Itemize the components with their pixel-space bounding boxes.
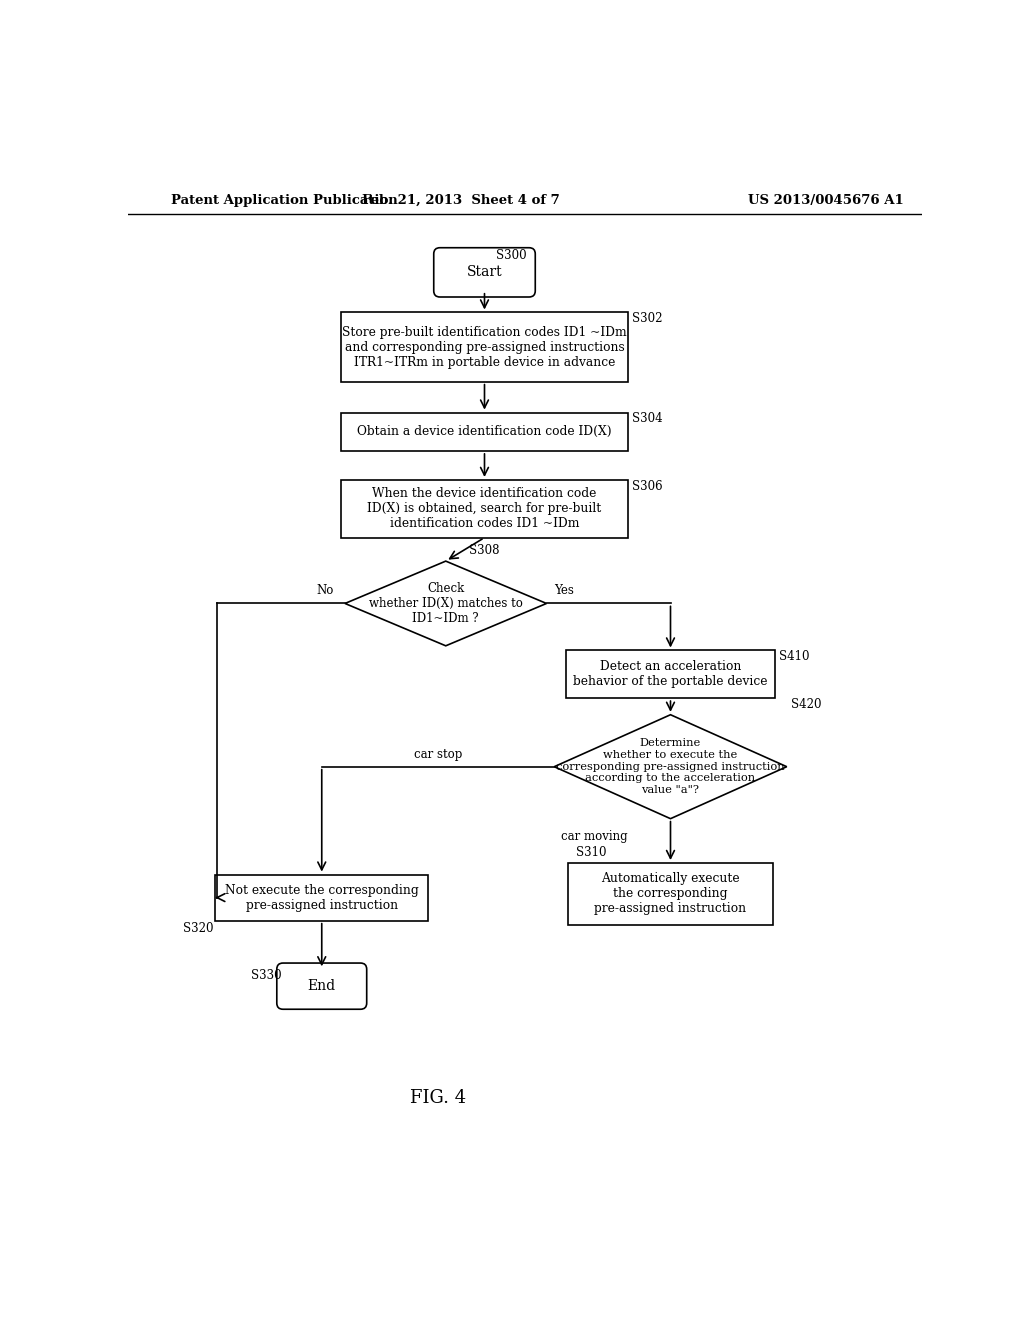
Text: Yes: Yes xyxy=(554,585,574,597)
Text: S330: S330 xyxy=(251,969,282,982)
Text: car moving: car moving xyxy=(561,830,628,843)
FancyBboxPatch shape xyxy=(276,964,367,1010)
FancyBboxPatch shape xyxy=(434,248,536,297)
Text: S300: S300 xyxy=(496,249,526,263)
Text: S420: S420 xyxy=(791,698,821,711)
Text: Automatically execute
the corresponding
pre-assigned instruction: Automatically execute the corresponding … xyxy=(595,873,746,915)
Text: S308: S308 xyxy=(469,544,500,557)
Bar xyxy=(568,863,773,924)
Text: car stop: car stop xyxy=(414,747,462,760)
Text: Determine
whether to execute the
corresponding pre-assigned instruction
accordin: Determine whether to execute the corresp… xyxy=(556,738,784,795)
Bar xyxy=(341,313,628,381)
Text: Not execute the corresponding
pre-assigned instruction: Not execute the corresponding pre-assign… xyxy=(225,883,419,912)
Text: US 2013/0045676 A1: US 2013/0045676 A1 xyxy=(748,194,903,207)
Text: Obtain a device identification code ID(X): Obtain a device identification code ID(X… xyxy=(357,425,611,438)
Bar xyxy=(341,412,628,451)
Text: End: End xyxy=(307,979,336,993)
Text: S310: S310 xyxy=(575,846,606,859)
Text: S304: S304 xyxy=(632,412,663,425)
Polygon shape xyxy=(345,561,547,645)
Text: S320: S320 xyxy=(183,923,214,936)
Text: S410: S410 xyxy=(779,651,810,664)
Bar xyxy=(215,874,428,921)
Text: S302: S302 xyxy=(632,313,663,326)
Polygon shape xyxy=(554,714,786,818)
Text: Store pre-built identification codes ID1 ~IDm
and corresponding pre-assigned ins: Store pre-built identification codes ID1… xyxy=(342,326,627,368)
Text: Feb. 21, 2013  Sheet 4 of 7: Feb. 21, 2013 Sheet 4 of 7 xyxy=(362,194,560,207)
Text: Check
whether ID(X) matches to
ID1~IDm ?: Check whether ID(X) matches to ID1~IDm ? xyxy=(369,582,522,624)
Text: No: No xyxy=(316,585,334,597)
Text: S306: S306 xyxy=(632,480,663,492)
Text: When the device identification code
ID(X) is obtained, search for pre-built
iden: When the device identification code ID(X… xyxy=(368,487,602,531)
Text: FIG. 4: FIG. 4 xyxy=(410,1089,466,1106)
Text: Start: Start xyxy=(467,265,503,280)
Bar xyxy=(566,651,775,698)
Text: Patent Application Publication: Patent Application Publication xyxy=(171,194,397,207)
Text: Detect an acceleration
behavior of the portable device: Detect an acceleration behavior of the p… xyxy=(573,660,768,688)
Bar xyxy=(341,480,628,537)
